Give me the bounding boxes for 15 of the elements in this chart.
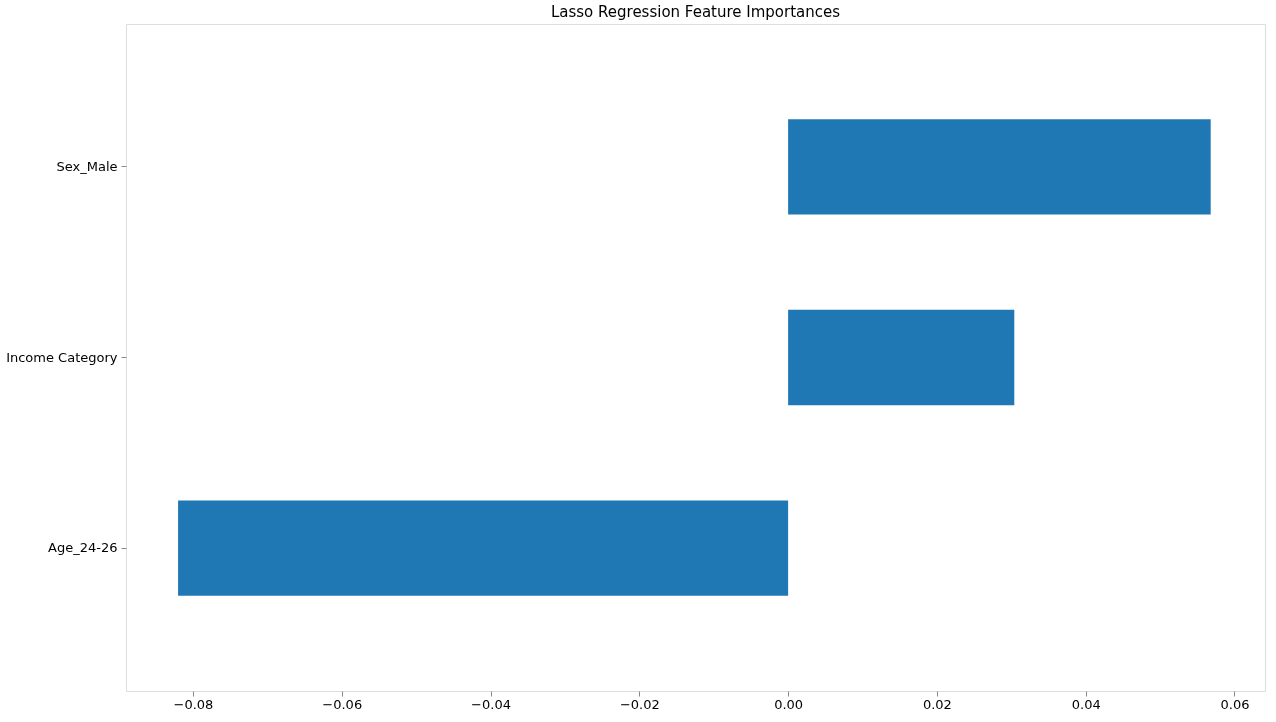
x-tick-label: 0.06 [1220,696,1250,712]
x-tick-label: −0.02 [619,696,660,712]
x-tick-label: 0.02 [922,696,952,712]
x-tick-label: 0.00 [774,696,804,712]
y-tick-label: Sex_Male [56,158,118,174]
x-tick-label: 0.04 [1071,696,1101,712]
chart-title: Lasso Regression Feature Importances [550,3,841,21]
bar [788,119,1211,215]
bar [178,500,789,596]
y-tick-label: Income Category [6,349,118,365]
x-tick-label: −0.06 [322,696,363,712]
bar [788,309,1015,406]
y-tick-label: Age_24-26 [48,540,118,556]
x-tick-label: −0.08 [173,696,214,712]
x-tick-label: −0.04 [471,696,511,712]
